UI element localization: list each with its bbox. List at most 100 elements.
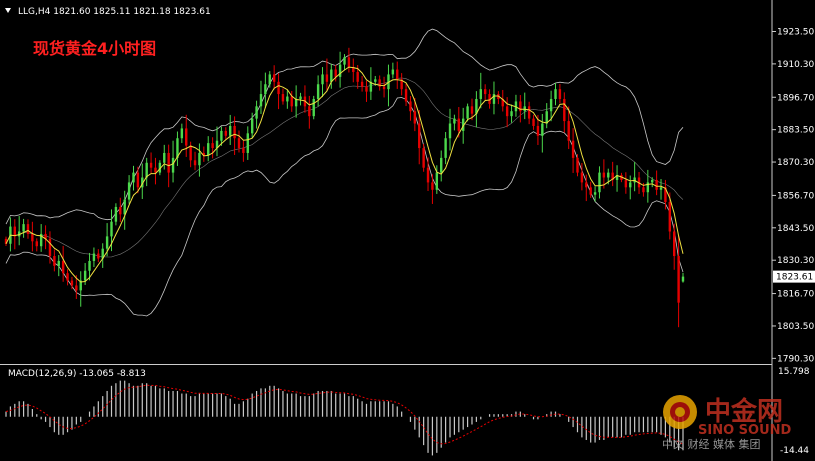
candle-body: [198, 152, 201, 166]
candle-body: [145, 162, 148, 178]
candle-body: [536, 125, 540, 136]
candle-body: [215, 140, 219, 149]
candle-body: [272, 74, 276, 82]
candle-body: [281, 94, 285, 102]
candle-body: [163, 152, 166, 163]
candle-body: [677, 256, 680, 303]
current-price-label: 1823.61: [776, 273, 813, 283]
candle-body: [382, 86, 386, 90]
candle-body: [391, 69, 395, 75]
candle-body: [189, 145, 192, 161]
candle-body: [242, 148, 245, 153]
y-tick-label: 1896.70: [777, 93, 814, 103]
candle-body: [444, 138, 447, 158]
watermark-brand-en: SINO SOUND: [698, 423, 792, 438]
candle-body: [110, 221, 113, 237]
candle-body: [250, 118, 254, 134]
candle-body: [488, 94, 491, 104]
candle-body: [593, 192, 597, 195]
candle-body: [563, 98, 566, 122]
candle-body: [176, 138, 179, 158]
candle-body: [409, 101, 412, 112]
candle-body: [431, 182, 434, 190]
candle-body: [167, 152, 170, 173]
candle-body: [123, 199, 126, 215]
candle-body: [207, 143, 210, 156]
candle-body: [193, 160, 197, 166]
candle-body: [545, 111, 548, 124]
y-tick-label: 1856.70: [777, 191, 814, 201]
y-tick-label: 1910.30: [777, 60, 814, 70]
candle-body: [13, 226, 16, 237]
candle-body: [664, 187, 667, 203]
candle-body: [558, 89, 562, 99]
candle-body: [277, 81, 280, 95]
candle-body: [316, 84, 320, 99]
candle-body: [624, 179, 628, 188]
candle-body: [127, 182, 131, 200]
candle-body: [119, 206, 122, 215]
macd-label: MACD(12,26,9) -13.065 -8.813: [8, 369, 146, 379]
y-tick-label: 1883.50: [777, 126, 814, 136]
candle-body: [17, 231, 21, 237]
candle-body: [321, 74, 324, 85]
bollinger-middle: [5, 77, 684, 258]
window-menu-icon: [5, 8, 11, 13]
candle-body: [681, 276, 685, 282]
y-tick-label: 1816.70: [777, 290, 814, 300]
candle-body: [149, 162, 153, 168]
candle-body: [589, 187, 592, 195]
candle-body: [492, 94, 496, 104]
candle-body: [519, 101, 522, 112]
candle-body: [83, 270, 87, 281]
candle-body: [312, 98, 315, 117]
moving-average-line: [5, 66, 684, 283]
candle-body: [57, 260, 60, 266]
candle-body: [470, 106, 474, 114]
candle-body: [668, 202, 672, 232]
candle-body: [615, 175, 619, 180]
candle-body: [66, 273, 69, 281]
candle-body: [629, 182, 632, 188]
candle-body: [26, 224, 30, 234]
y-tick-label: 1790.30: [777, 354, 814, 364]
watermark-brand-cn: 中金网: [705, 396, 783, 427]
candle-body: [404, 89, 408, 102]
candle-body: [422, 148, 425, 168]
candle-body: [101, 248, 104, 259]
candle-body: [655, 179, 658, 190]
candle-body: [374, 79, 377, 82]
macd-axis-bottom: -14.44: [780, 446, 809, 456]
candle-body: [158, 162, 162, 173]
candle-body: [294, 98, 298, 107]
candle-body: [141, 177, 144, 188]
macd-signal-line: [5, 384, 684, 445]
watermark-logo: 中金网 SINO SOUND 中文 财经 媒体 集团: [662, 395, 792, 451]
candle-body: [48, 238, 52, 257]
candle-body: [325, 74, 329, 82]
bollinger-lower: [5, 97, 684, 317]
candle-body: [532, 118, 535, 126]
candle-body: [440, 157, 443, 173]
candle-body: [154, 167, 157, 173]
candle-body: [35, 241, 38, 247]
candle-body: [79, 280, 82, 291]
candle-body: [286, 96, 289, 102]
candle-body: [554, 89, 557, 99]
candle-body: [413, 111, 417, 124]
y-tick-label: 1870.30: [777, 158, 814, 168]
candle-body: [75, 285, 78, 291]
y-tick-label: 1923.50: [777, 27, 814, 37]
candle-body: [475, 98, 478, 114]
candle-body: [334, 69, 337, 77]
candle-body: [646, 182, 650, 193]
candle-body: [229, 125, 232, 136]
y-tick-label: 1843.50: [777, 224, 814, 234]
candle-body: [264, 84, 267, 95]
ma-line: [5, 66, 684, 283]
candle-body: [642, 187, 645, 193]
candle-body: [105, 236, 109, 249]
candle-body: [571, 140, 575, 158]
candle-body: [185, 128, 188, 146]
candle-body: [541, 123, 544, 136]
